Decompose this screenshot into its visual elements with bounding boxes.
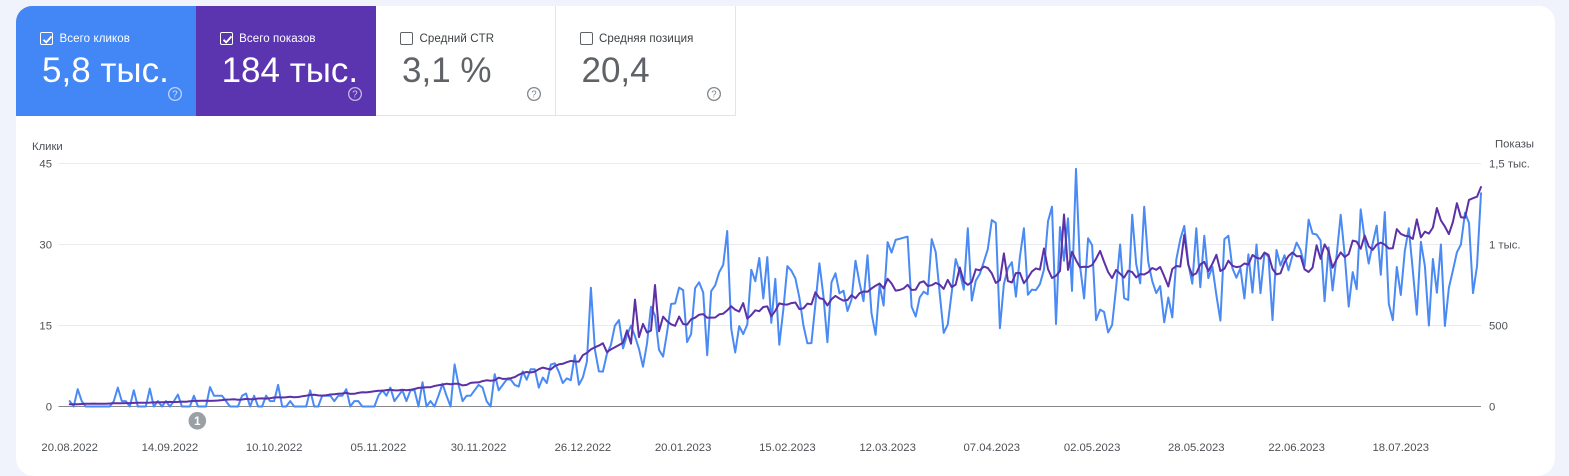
svg-text:22.06.2023: 22.06.2023 — [1268, 442, 1325, 454]
svg-text:1,5 тыс.: 1,5 тыс. — [1489, 159, 1530, 171]
svg-text:45: 45 — [39, 159, 52, 171]
svg-text:12.03.2023: 12.03.2023 — [859, 442, 916, 454]
svg-text:15.02.2023: 15.02.2023 — [759, 442, 816, 454]
svg-text:20.08.2022: 20.08.2022 — [41, 442, 98, 454]
svg-text:15: 15 — [39, 321, 52, 333]
svg-text:0: 0 — [46, 402, 52, 414]
svg-text:Показы: Показы — [1495, 139, 1534, 151]
svg-text:30.11.2022: 30.11.2022 — [451, 442, 507, 454]
svg-text:30: 30 — [39, 240, 52, 252]
svg-text:07.04.2023: 07.04.2023 — [964, 442, 1021, 454]
svg-text:1 тыс.: 1 тыс. — [1489, 240, 1521, 252]
svg-text:10.10.2022: 10.10.2022 — [246, 442, 303, 454]
svg-text:?: ? — [711, 89, 717, 100]
svg-text:26.12.2022: 26.12.2022 — [555, 442, 612, 454]
svg-text:0: 0 — [1489, 402, 1495, 414]
svg-text:28.05.2023: 28.05.2023 — [1168, 442, 1225, 454]
svg-text:05.11.2022: 05.11.2022 — [351, 442, 407, 454]
svg-text:500: 500 — [1489, 321, 1508, 333]
svg-text:02.05.2023: 02.05.2023 — [1064, 442, 1121, 454]
svg-text:20.01.2023: 20.01.2023 — [655, 442, 712, 454]
svg-text:14.09.2022: 14.09.2022 — [142, 442, 199, 454]
svg-text:18.07.2023: 18.07.2023 — [1373, 442, 1430, 454]
svg-text:?: ? — [531, 89, 537, 100]
svg-text:1: 1 — [194, 416, 201, 428]
svg-text:?: ? — [172, 89, 178, 100]
svg-text:Клики: Клики — [32, 141, 63, 153]
svg-text:?: ? — [352, 89, 358, 100]
